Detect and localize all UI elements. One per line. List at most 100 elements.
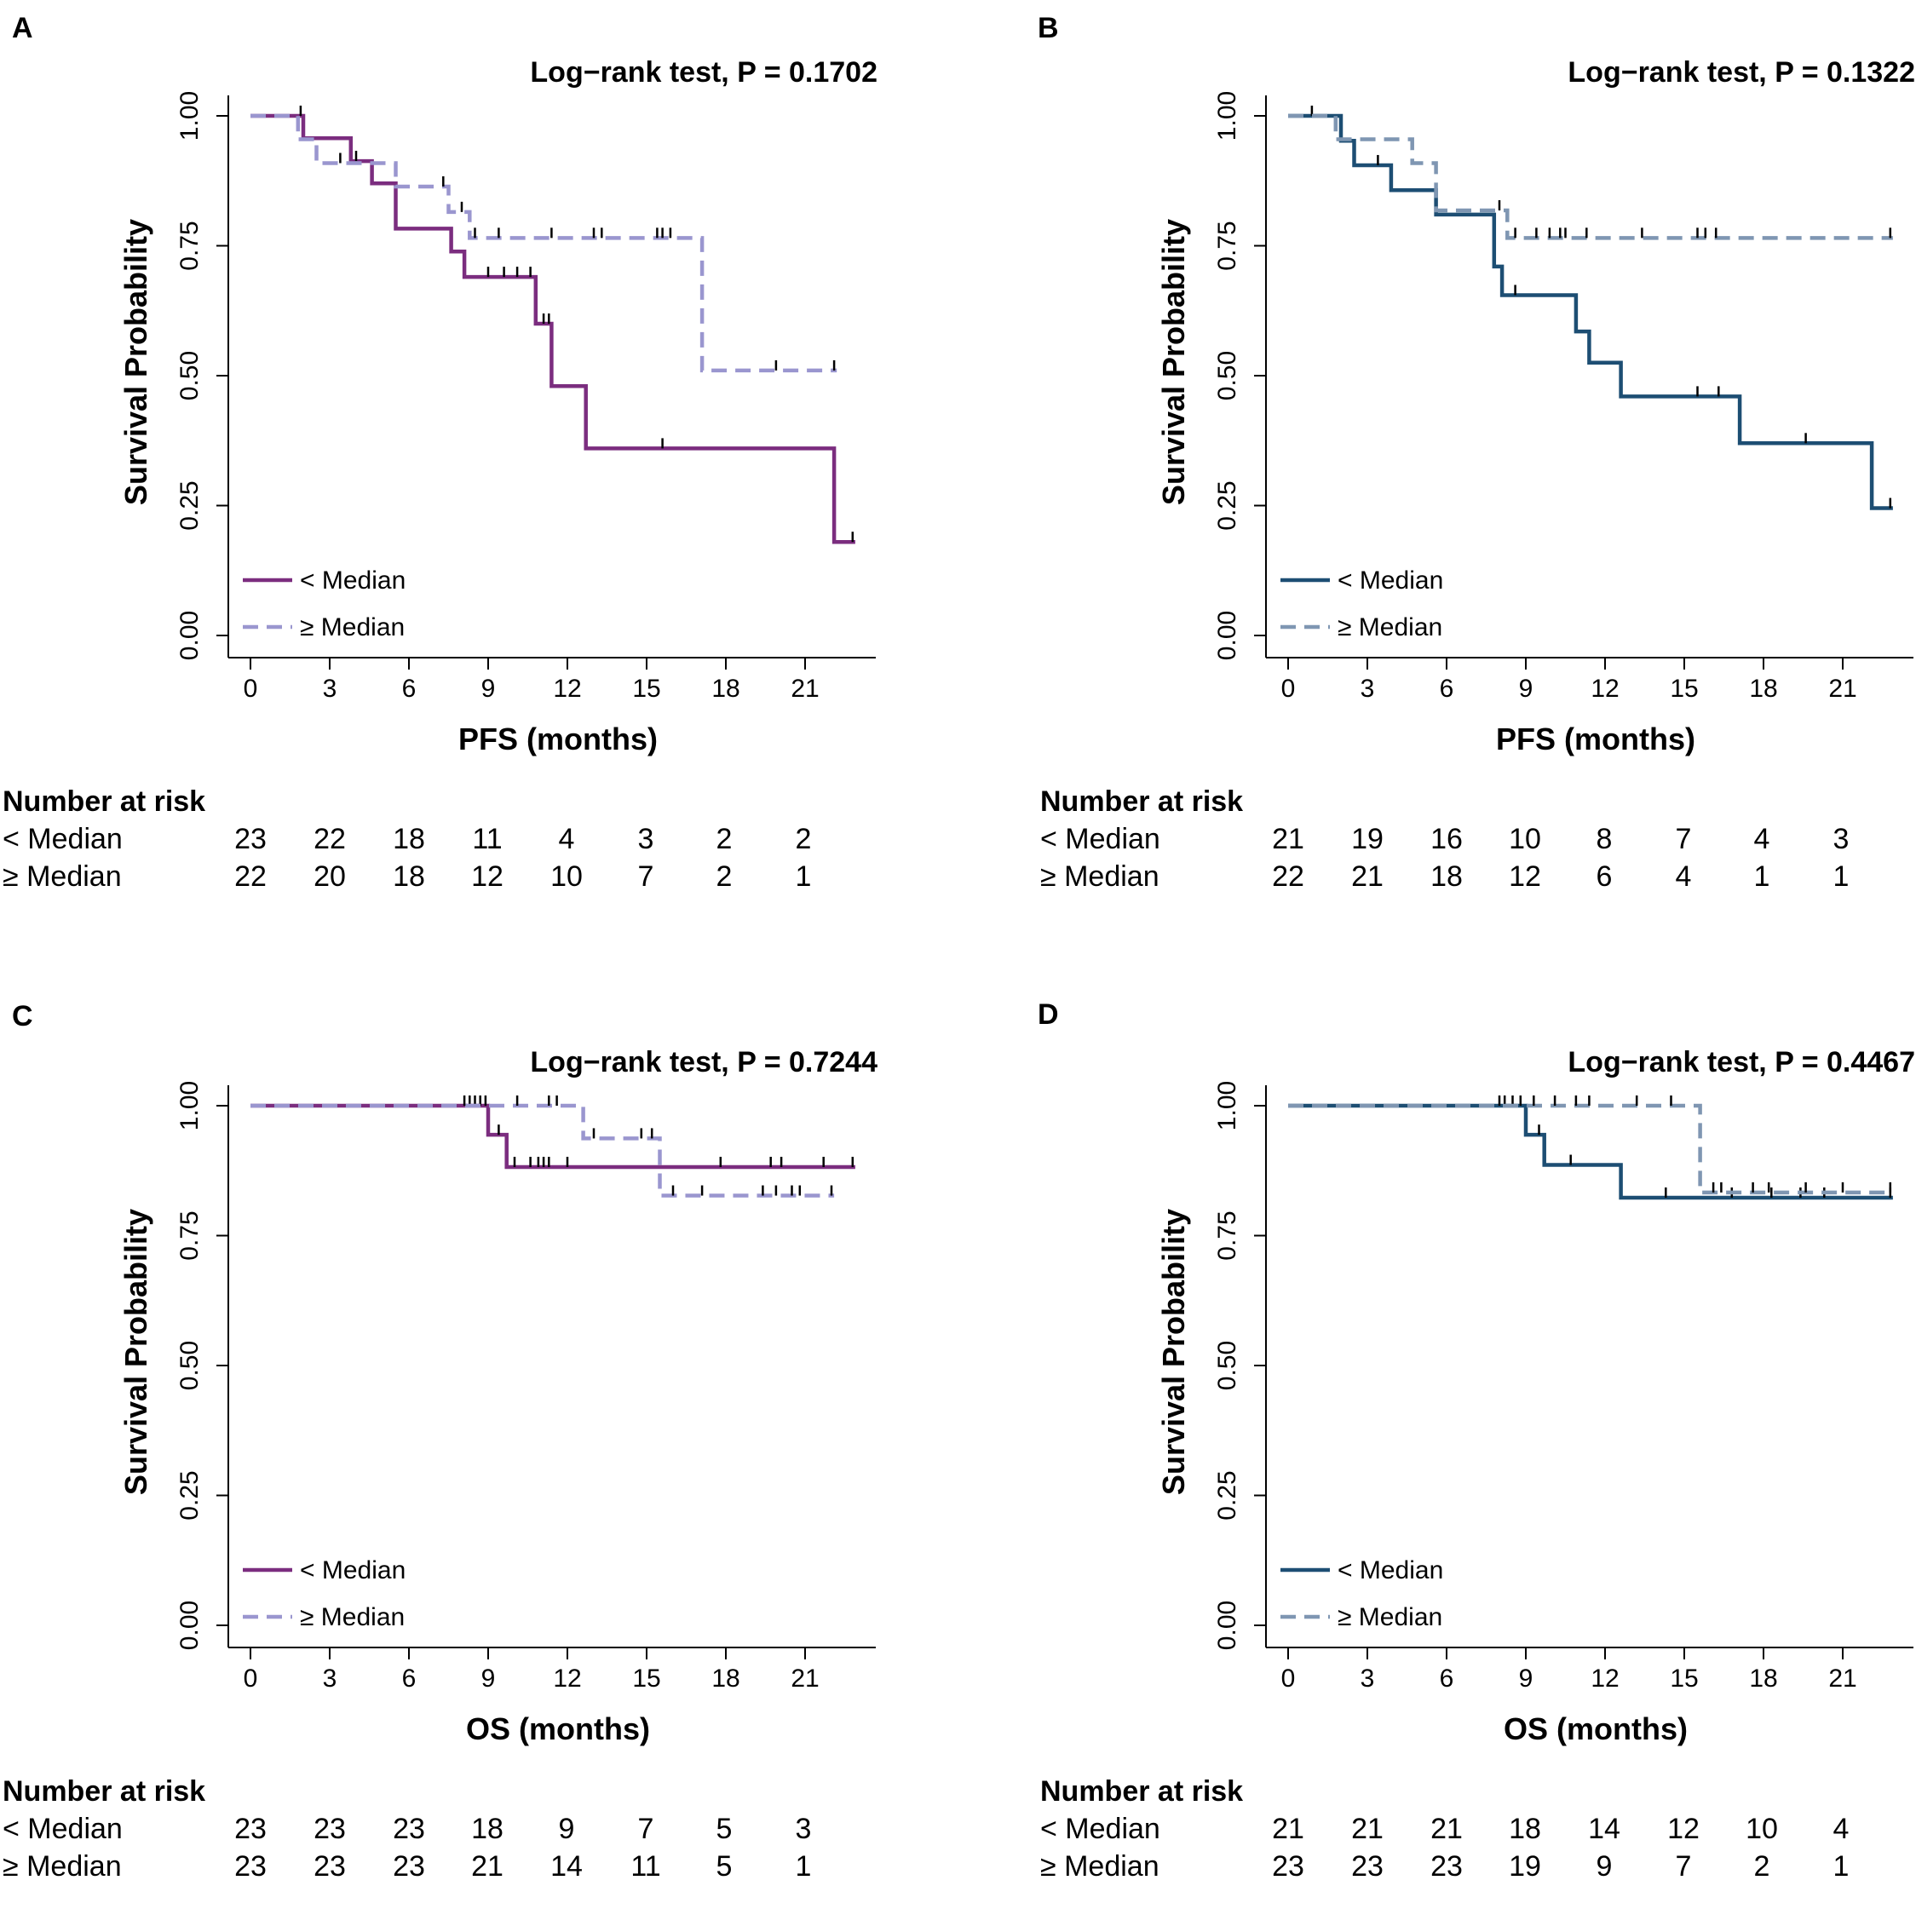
risk-cell: 23 — [234, 1850, 267, 1883]
survival-curve-below-median — [250, 1103, 855, 1170]
risk-table-title: Number at risk — [3, 785, 206, 818]
risk-cell: 8 — [1596, 823, 1613, 855]
risk-cell: 1 — [795, 860, 812, 893]
risk-cell: 23 — [314, 1850, 346, 1883]
risk-row-label-above: ≥ Median — [3, 860, 122, 893]
km-panel-c: C Log−rank test, P = 0.7244 0.00 0.25 0.50… — [0, 990, 958, 1932]
x-tick-label: 0 — [1281, 1665, 1296, 1693]
risk-cell: 23 — [1272, 1850, 1304, 1883]
km-panel-b: B Log−rank test, P = 0.1322 0.00 0.25 0.50… — [1038, 0, 1916, 942]
risk-cell: 22 — [234, 860, 267, 893]
legend-label-below: < Median — [1338, 1556, 1443, 1584]
x-tick-label: 21 — [1828, 1665, 1856, 1693]
x-tick-label: 6 — [1440, 1665, 1454, 1693]
x-tick-label: 18 — [711, 1665, 739, 1693]
x-axis-title: PFS (months) — [1496, 722, 1695, 756]
risk-cell: 2 — [795, 823, 812, 855]
risk-cell: 4 — [1833, 1813, 1850, 1845]
panel-label: B — [1038, 12, 1059, 44]
x-tick-label: 0 — [244, 675, 258, 703]
y-axis-title: Survival Probability — [118, 1209, 153, 1495]
risk-cell: 23 — [1430, 1850, 1463, 1883]
x-tick-label: 18 — [1749, 1665, 1777, 1693]
x-tick-label: 21 — [791, 1665, 819, 1693]
y-tick-label: 0.75 — [175, 1210, 204, 1260]
x-axis-title: PFS (months) — [458, 722, 658, 756]
risk-cell: 18 — [393, 860, 425, 893]
km-plot-svg: 0.00 0.25 0.50 0.75 1.00 0 3 6 9 12 15 18 21 OS (mont… — [118, 1081, 876, 1746]
risk-row-label-below: < Median — [3, 1813, 123, 1845]
risk-cell: 23 — [393, 1850, 425, 1883]
risk-cell: 10 — [550, 860, 583, 893]
risk-cell: 7 — [637, 1813, 654, 1845]
y-axis-title: Survival Probability — [1156, 219, 1191, 505]
x-tick-label: 15 — [632, 675, 660, 703]
y-tick-label: 0.00 — [175, 1601, 204, 1650]
risk-cell: 23 — [234, 823, 267, 855]
x-axis-title: OS (months) — [466, 1711, 650, 1746]
x-tick-label: 15 — [632, 1665, 660, 1693]
survival-curve-above-median — [1288, 1103, 1893, 1195]
y-tick-label: 0.00 — [1213, 611, 1241, 660]
logrank-title: Log−rank test, P = 0.1322 — [1568, 56, 1915, 89]
risk-cell: 12 — [471, 860, 503, 893]
x-axis-title: OS (months) — [1504, 1711, 1688, 1746]
y-axis-title: Survival Probability — [118, 219, 153, 505]
x-tick-label: 15 — [1670, 1665, 1698, 1693]
risk-cell: 21 — [471, 1850, 503, 1883]
x-tick-label: 21 — [791, 675, 819, 703]
x-tick-label: 12 — [553, 1665, 581, 1693]
y-tick-label: 1.00 — [1213, 1081, 1241, 1130]
risk-cell: 3 — [795, 1813, 812, 1845]
risk-cell: 22 — [314, 823, 346, 855]
y-tick-label: 0.50 — [175, 351, 204, 400]
km-plot-svg: 0.00 0.25 0.50 0.75 1.00 0 3 6 9 12 15 18 21 OS (mont… — [1156, 1081, 1913, 1746]
risk-row-label-above: ≥ Median — [3, 1850, 122, 1883]
x-tick-label: 3 — [1361, 675, 1375, 703]
risk-cell: 19 — [1351, 823, 1384, 855]
risk-cell: 10 — [1509, 823, 1541, 855]
legend-label-above: ≥ Median — [300, 613, 405, 641]
x-tick-label: 18 — [1749, 675, 1777, 703]
x-tick-label: 3 — [323, 675, 337, 703]
legend-label-below: < Median — [300, 566, 406, 595]
logrank-title: Log−rank test, P = 0.7244 — [530, 1046, 877, 1078]
survival-curve-above-median — [250, 113, 837, 373]
risk-cell: 21 — [1351, 1813, 1384, 1845]
risk-cell: 12 — [1667, 1813, 1700, 1845]
y-tick-label: 0.00 — [175, 611, 204, 660]
survival-curve-above-median — [1288, 113, 1893, 240]
km-panel-d: D Log−rank test, P = 0.4467 0.00 0.25 0.50… — [1038, 990, 1916, 1932]
risk-row-label-below: < Median — [1040, 1813, 1160, 1845]
risk-cell: 18 — [1509, 1813, 1541, 1845]
risk-cell: 18 — [393, 823, 425, 855]
risk-row-label-below: < Median — [1040, 823, 1160, 855]
risk-cell: 3 — [1833, 823, 1850, 855]
survival-curve-below-median — [250, 113, 855, 544]
risk-cell: 14 — [550, 1850, 583, 1883]
risk-cell: 14 — [1588, 1813, 1620, 1845]
risk-cell: 1 — [795, 1850, 812, 1883]
risk-cell: 4 — [1753, 823, 1770, 855]
x-tick-label: 6 — [402, 1665, 417, 1693]
risk-cell: 7 — [1675, 1850, 1692, 1883]
risk-cell: 7 — [1675, 823, 1692, 855]
y-axis-title: Survival Probability — [1156, 1209, 1191, 1495]
x-tick-label: 6 — [1440, 675, 1454, 703]
risk-cell: 2 — [716, 860, 733, 893]
risk-cell: 21 — [1272, 1813, 1304, 1845]
y-tick-label: 1.00 — [175, 1081, 204, 1130]
risk-cell: 12 — [1509, 860, 1541, 893]
risk-cell: 18 — [1430, 860, 1463, 893]
legend-label-below: < Median — [300, 1556, 406, 1584]
y-tick-label: 0.50 — [1213, 1341, 1241, 1390]
risk-cell: 10 — [1746, 1813, 1778, 1845]
risk-cell: 23 — [1351, 1850, 1384, 1883]
risk-cell: 23 — [234, 1813, 267, 1845]
y-tick-label: 0.25 — [175, 480, 204, 530]
y-tick-label: 0.00 — [1213, 1601, 1241, 1650]
risk-cell: 21 — [1272, 823, 1304, 855]
km-plot-svg: 0.00 0.25 0.50 0.75 1.00 0 3 6 9 12 15 18 21 PFS (mon… — [1156, 91, 1913, 756]
risk-cell: 18 — [471, 1813, 503, 1845]
x-tick-label: 9 — [1519, 1665, 1533, 1693]
